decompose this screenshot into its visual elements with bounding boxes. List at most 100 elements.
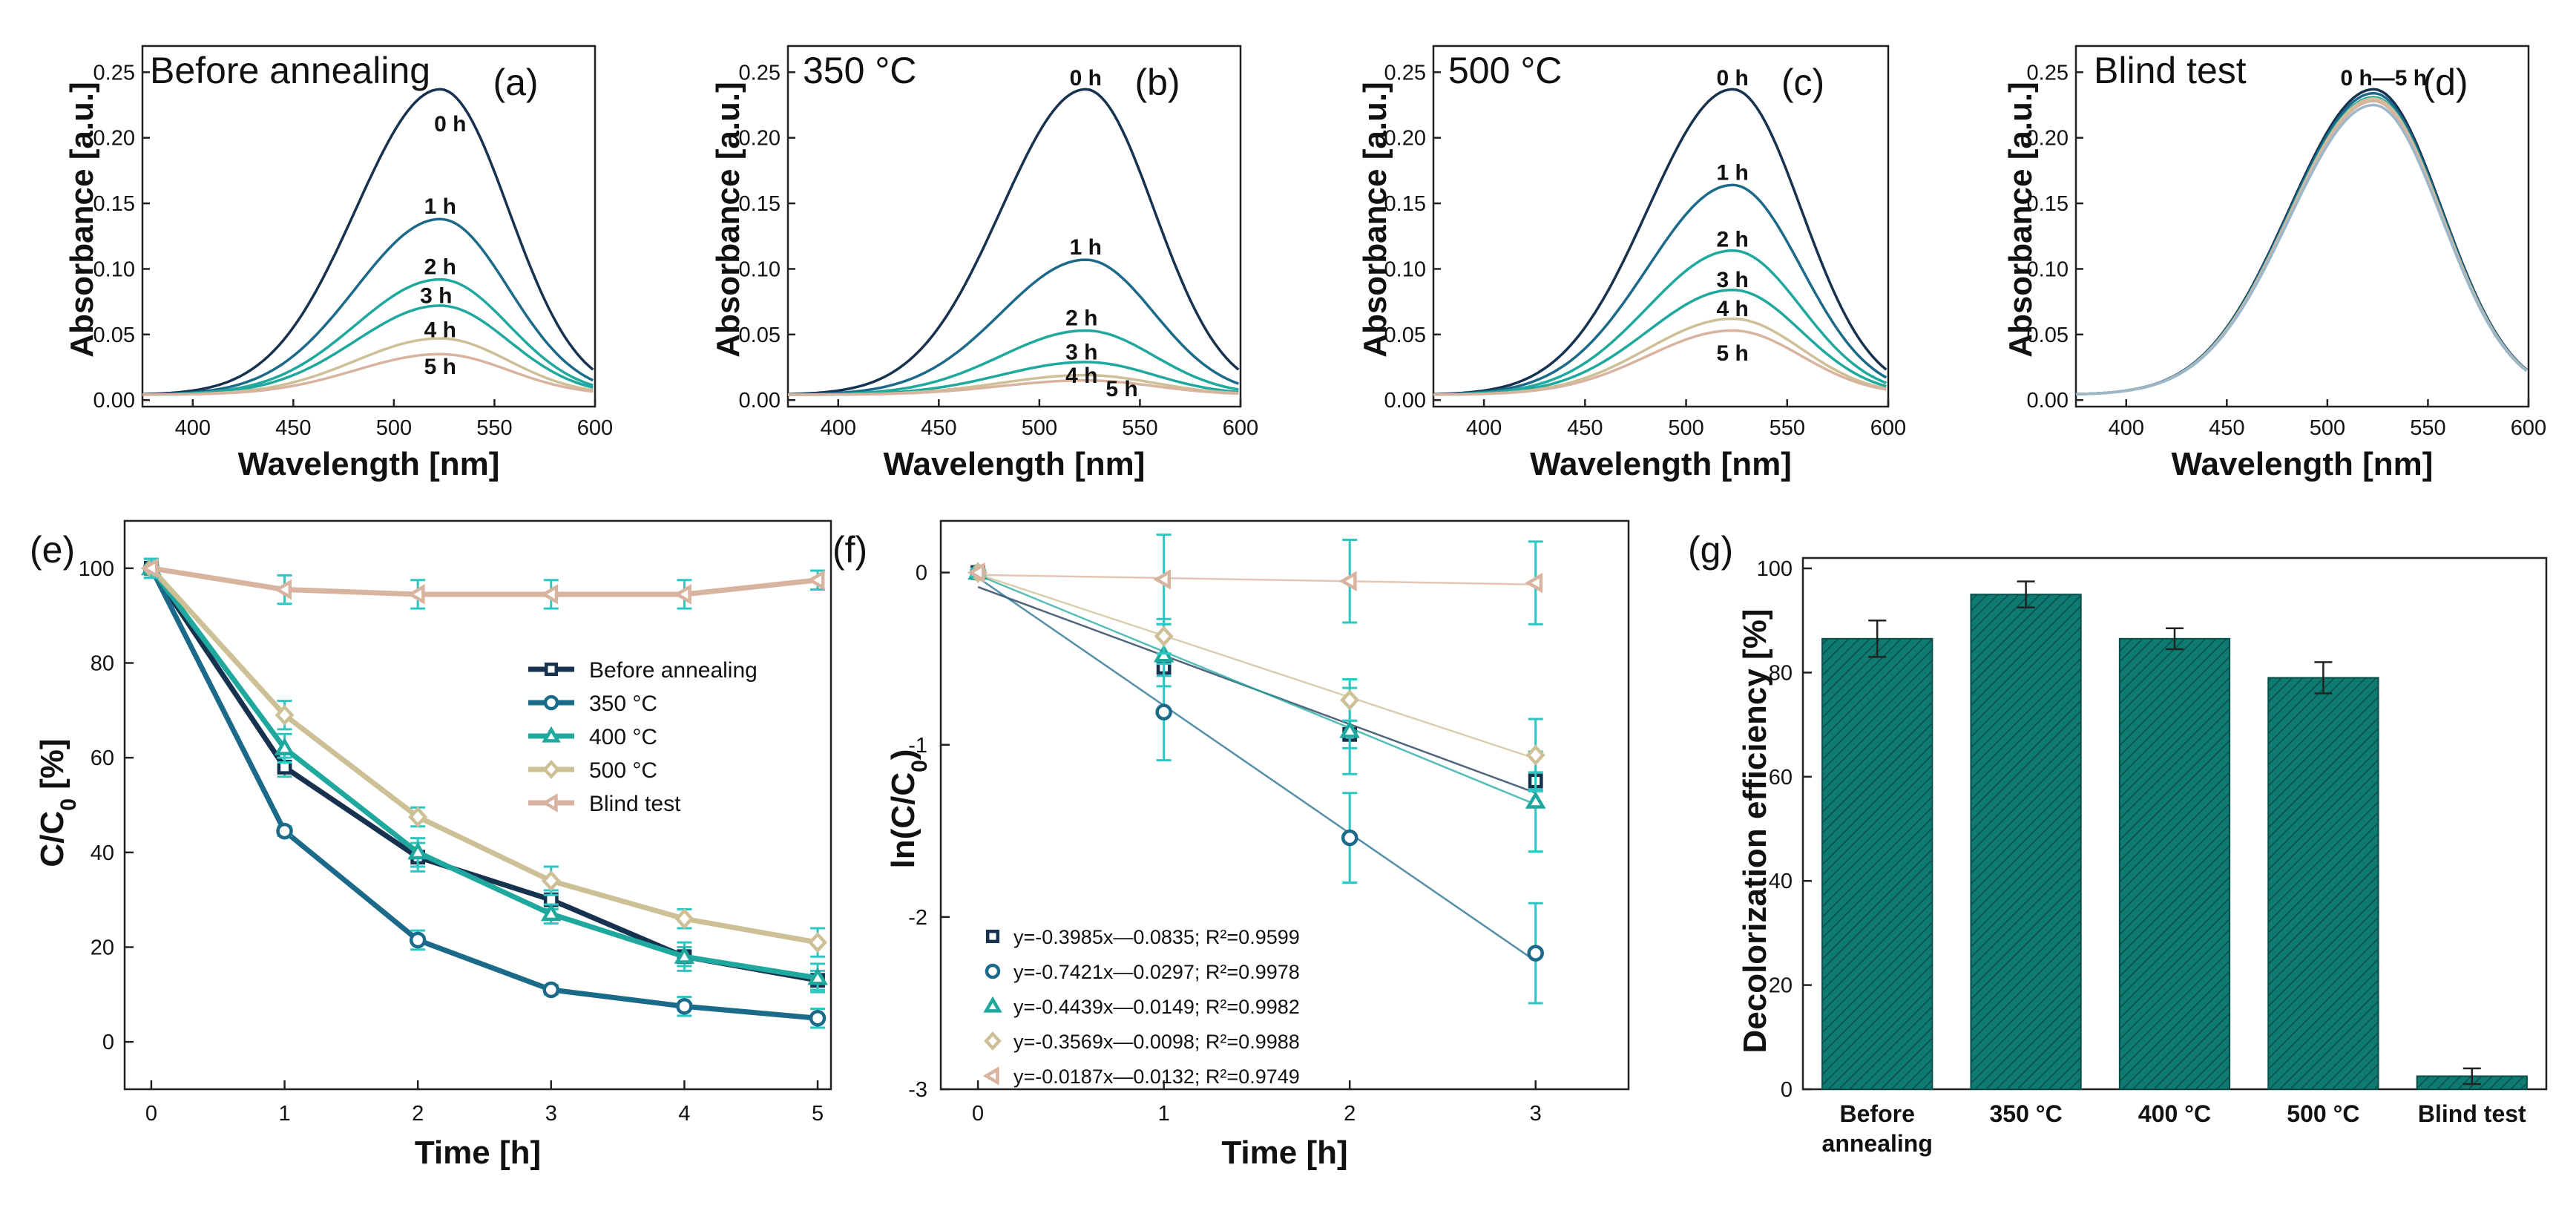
y-tick-label: 0.10 <box>739 257 781 281</box>
x-tick-label: 400 <box>2109 416 2144 440</box>
plot-frame <box>939 519 1630 1091</box>
curve-label: 2 h <box>424 255 456 280</box>
y-tick-label: 0 <box>916 562 927 585</box>
y-tick-label: 0.05 <box>739 324 781 347</box>
legend-marker <box>984 1031 1002 1051</box>
y-axis-label: Absorbance [a.u.] <box>1357 82 1393 358</box>
legend-marker <box>543 695 559 711</box>
x-tick-label: 500 <box>1022 416 1057 440</box>
x-tick-label: 450 <box>1567 416 1603 440</box>
bar <box>1970 594 2082 1090</box>
curve-label: 0 h <box>434 112 466 137</box>
legend-label: Blind test <box>589 792 681 816</box>
y-tick-label: -3 <box>908 1078 927 1102</box>
data-point <box>542 981 560 999</box>
data-point <box>408 806 428 828</box>
x-tick-label: 3 <box>545 1102 557 1126</box>
y-tick-label: 0.00 <box>2027 389 2069 413</box>
y-tick-label: 0.20 <box>1384 127 1426 151</box>
y-axis-label: Absorbance [a.u.] <box>64 82 100 358</box>
data-point <box>140 558 159 579</box>
legend-marker <box>542 760 560 779</box>
curve-label: 3 h <box>1717 268 1749 292</box>
x-tick-label: 2 <box>412 1102 424 1126</box>
x-tick-label: 3 <box>1530 1102 1542 1126</box>
x-tick-label: 5 <box>812 1102 824 1126</box>
data-point <box>1525 572 1543 594</box>
data-point <box>807 967 828 985</box>
panel-label: (b) <box>1134 62 1180 103</box>
curve-label: 1 h <box>424 194 456 219</box>
curve-label: 0 h—5 h <box>2340 66 2427 91</box>
x-tick-label: 500 <box>1668 416 1703 440</box>
legend-label: y=-0.4439x—0.0149; R²=0.9982 <box>1013 996 1300 1018</box>
y-tick-label: 0.20 <box>2027 127 2069 151</box>
x-tick-label: 600 <box>1223 416 1258 440</box>
legend-marker <box>985 929 1000 944</box>
panel-title: 500 °C <box>1448 50 1562 91</box>
panel-title: Blind test <box>2094 50 2247 91</box>
curve-label: 2 h <box>1065 306 1097 330</box>
data-point <box>276 822 293 840</box>
spectrum-curve-0h <box>1433 88 1887 396</box>
y-tick-label: -1 <box>908 734 927 758</box>
y-label-main: C/C <box>34 811 70 867</box>
x-axis-label: Time [h] <box>415 1135 541 1171</box>
x-tick-label: 400 <box>821 416 856 440</box>
data-point <box>1339 720 1360 738</box>
y-tick-label: 0.20 <box>739 127 781 151</box>
curve-label: 3 h <box>420 283 452 308</box>
plot-frame <box>786 45 1242 408</box>
spectrum-curve-5h <box>142 352 594 396</box>
legend-marker <box>985 963 1001 979</box>
x-axis-label: Wavelength [nm] <box>238 446 500 482</box>
x-tick-label: 0 <box>972 1102 984 1126</box>
panel-label: (g) <box>1688 529 1733 571</box>
x-category-label: 500 °C <box>2287 1100 2359 1127</box>
y-tick-label: 0.15 <box>1384 192 1426 216</box>
series-line <box>149 566 818 983</box>
data-point <box>1527 945 1544 962</box>
y-label-suffix: [%] <box>34 738 70 798</box>
panel-label: (a) <box>493 62 538 103</box>
series-line <box>149 566 818 945</box>
curve-label: 0 h <box>1717 66 1749 91</box>
x-tick-label: 600 <box>2511 416 2546 440</box>
fit-line <box>977 573 1537 760</box>
y-tick-label: 0.05 <box>93 324 135 347</box>
legend-label: y=-0.3569x—0.0098; R²=0.9988 <box>1013 1031 1300 1053</box>
y-tick-label: 0.15 <box>93 192 135 216</box>
y-axis-label: C/C0 [%] <box>34 738 81 867</box>
y-tick-label: -2 <box>908 906 927 930</box>
x-tick-label: 450 <box>275 416 311 440</box>
spectrum-curve-1h <box>788 258 1239 396</box>
legend-marker <box>541 793 558 812</box>
y-tick-label: 0.20 <box>93 127 135 151</box>
y-tick-label: 0.25 <box>93 61 135 85</box>
spectrum-panel-b: 400 450 500 550 600 0.00 0.05 0.10 0.15 0.20 0.25 W… <box>710 45 1258 482</box>
x-tick-label: 550 <box>1770 416 1805 440</box>
curve-label: 4 h <box>424 318 456 342</box>
spectrum-curve-0h <box>142 88 594 396</box>
x-tick-label: 4 <box>678 1102 690 1126</box>
bar <box>2118 637 2231 1090</box>
data-point <box>1340 689 1360 711</box>
x-category-label: Blind test <box>2418 1100 2526 1127</box>
data-point <box>809 1010 827 1027</box>
x-tick-label: 550 <box>1122 416 1157 440</box>
y-tick-label: 20 <box>1769 974 1793 998</box>
legend-marker <box>544 662 559 677</box>
x-axis-label: Wavelength [nm] <box>2172 446 2434 482</box>
data-point <box>540 903 562 922</box>
legend-label: 500 °C <box>589 758 657 783</box>
y-label-sub: 0 <box>56 798 81 811</box>
y-tick-label: 0.05 <box>2027 324 2069 347</box>
panel-label: (c) <box>1781 62 1824 103</box>
y-tick-label: 0.00 <box>739 389 781 413</box>
y-tick-label: 0.15 <box>2027 192 2069 216</box>
y-axis-label: Decolorization efficiency [%] <box>1737 608 1773 1053</box>
plot-frame <box>1432 45 1890 408</box>
legend-marker <box>542 726 561 743</box>
x-axis-label: Time [h] <box>1221 1135 1347 1171</box>
